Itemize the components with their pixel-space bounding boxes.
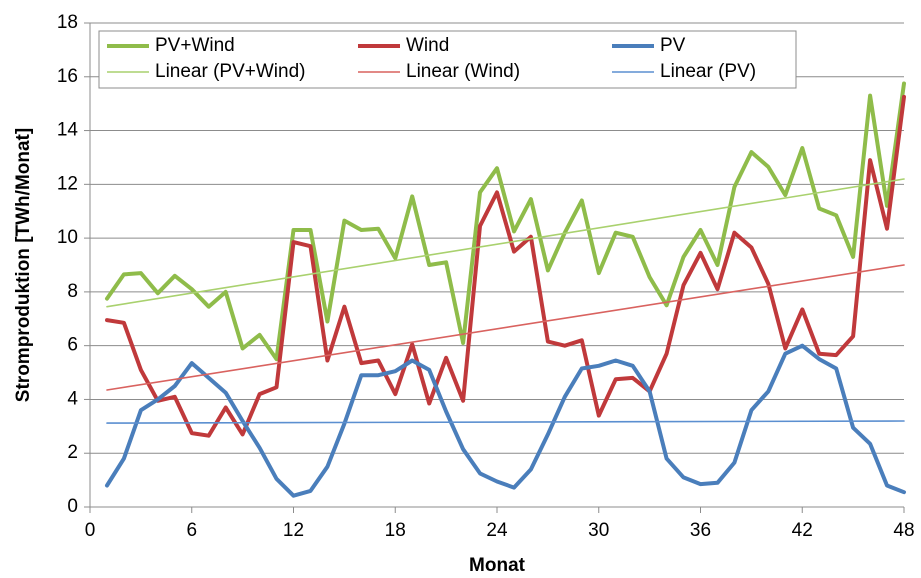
y-tick-label: 0 bbox=[67, 496, 78, 517]
data-line bbox=[105, 343, 906, 498]
y-tick-label: 2 bbox=[67, 442, 78, 463]
y-tick-label: 10 bbox=[57, 227, 78, 248]
y-tick-label: 16 bbox=[57, 66, 78, 87]
x-tick-label: 42 bbox=[792, 520, 813, 541]
y-tick-label: 6 bbox=[67, 335, 78, 356]
legend-label: Linear (PV+Wind) bbox=[155, 61, 305, 82]
data-line bbox=[105, 94, 906, 438]
x-axis-title: Monat bbox=[469, 555, 526, 576]
data-line bbox=[105, 81, 906, 362]
legend-label: Linear (Wind) bbox=[406, 61, 520, 82]
y-tick-label: 4 bbox=[67, 388, 78, 409]
legend-label: Wind bbox=[406, 35, 449, 56]
x-tick-label: 48 bbox=[893, 520, 914, 541]
legend-label: Linear (PV) bbox=[660, 61, 756, 82]
x-tick-label: 30 bbox=[588, 520, 609, 541]
y-tick-label: 12 bbox=[57, 173, 78, 194]
x-tick-label: 18 bbox=[385, 520, 406, 541]
y-tick-label: 8 bbox=[67, 281, 78, 302]
x-tick-label: 24 bbox=[486, 520, 508, 541]
x-tick-label: 12 bbox=[283, 520, 304, 541]
y-tick-label: 14 bbox=[57, 120, 79, 141]
x-tick-label: 0 bbox=[85, 520, 96, 541]
x-tick-label: 36 bbox=[690, 520, 711, 541]
y-axis-title: Stromproduktion [TWh/Monat] bbox=[13, 128, 34, 402]
trend-line bbox=[106, 420, 905, 424]
legend-label: PV+Wind bbox=[155, 35, 235, 56]
y-tick-label: 18 bbox=[57, 12, 78, 33]
trend-line bbox=[106, 178, 905, 308]
legend-box bbox=[98, 30, 797, 89]
trend-line bbox=[106, 264, 905, 391]
legend-label: PV bbox=[660, 35, 686, 56]
x-tick-label: 6 bbox=[186, 520, 197, 541]
legend: PV+Wind Wind PV Linear (PV+Wind) Linear (Win… bbox=[98, 30, 797, 89]
